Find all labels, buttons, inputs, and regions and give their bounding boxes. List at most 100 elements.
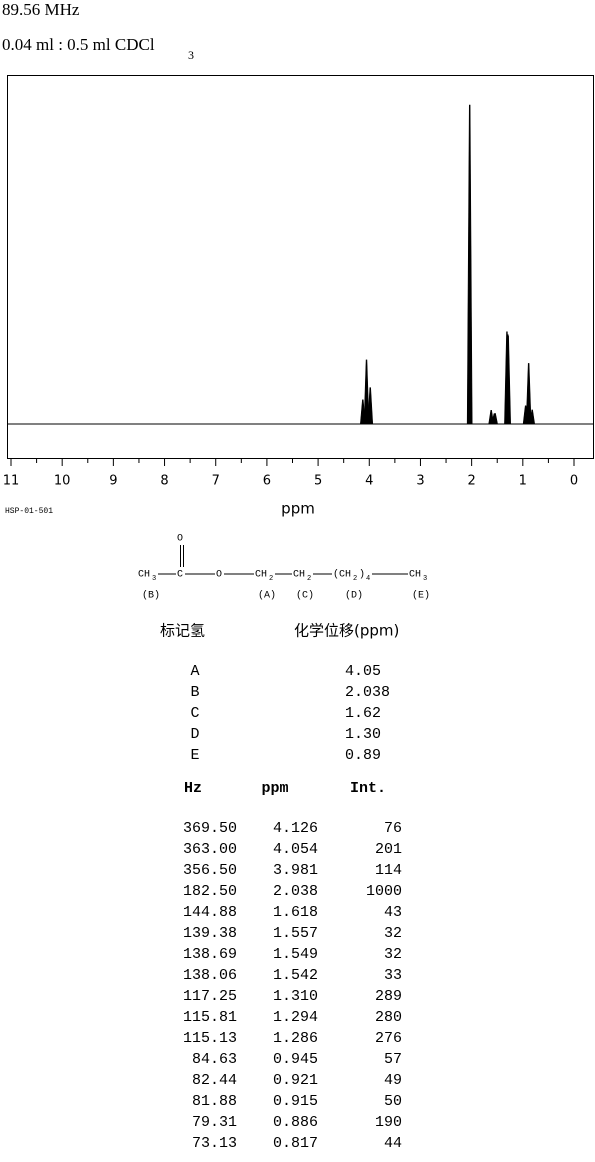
x-tick-label: 8 [160, 474, 168, 489]
peak-cell: 4.054 [273, 841, 318, 858]
peak-cell: 84.63 [192, 1051, 237, 1068]
x-tick-label: 4 [365, 474, 373, 489]
peak-cell: 57 [384, 1051, 402, 1068]
assignment-shift: 1.62 [345, 705, 381, 722]
peak-cell: 117.25 [183, 988, 237, 1005]
atom-sub: 3 [423, 575, 427, 583]
peak-cell: 1.286 [273, 1030, 318, 1047]
peak-cell: 138.06 [183, 967, 237, 984]
x-tick-label: 3 [416, 474, 424, 489]
assignment-label: E [190, 747, 199, 764]
peak [367, 387, 374, 425]
atom: ) [359, 569, 365, 581]
peak-cell: 2.038 [273, 883, 318, 900]
peak-cell: 1.310 [273, 988, 318, 1005]
assignment-shift: 2.038 [345, 684, 390, 701]
spectrum-code: HSP-01-501 [5, 507, 53, 516]
atom-sub: 2 [269, 575, 273, 583]
peak-cell: 363.00 [183, 841, 237, 858]
peak-cell: 0.915 [273, 1093, 318, 1110]
atom: CH [255, 570, 267, 581]
frequency: 89.56 MHz [2, 0, 80, 19]
assignment-shift: 1.30 [345, 726, 381, 743]
x-tick-label: 0 [570, 474, 578, 489]
assignment-shift: 4.05 [345, 663, 381, 680]
x-axis-label: ppm [281, 500, 315, 518]
peak-cell: 76 [384, 820, 402, 837]
atom: CH [138, 570, 150, 581]
peak-cell: 276 [375, 1030, 402, 1047]
peak-cell: 144.88 [183, 904, 237, 921]
assignment-header: 标记氢 [160, 622, 205, 640]
peak-cell: 1.618 [273, 904, 318, 921]
peak-cell: 32 [384, 925, 402, 942]
assignment-label: B [190, 684, 199, 701]
peak-cell: 82.44 [192, 1072, 237, 1089]
group-label: (D) [345, 590, 363, 602]
peak-cell: 32 [384, 946, 402, 963]
peak-cell: 3.981 [273, 862, 318, 879]
peak-header: ppm [261, 780, 288, 797]
peak-cell: 44 [384, 1135, 402, 1152]
peak-cell: 49 [384, 1072, 402, 1089]
assignment-label: A [190, 663, 199, 680]
x-tick-label: 1 [519, 474, 527, 489]
group-label: (C) [296, 590, 314, 602]
peak-cell: 73.13 [192, 1135, 237, 1152]
x-tick-label: 9 [109, 474, 117, 489]
atom-sub: 3 [152, 575, 156, 583]
peak-cell: 356.50 [183, 862, 237, 879]
peak-cell: 1.557 [273, 925, 318, 942]
peak-cell: 139.38 [183, 925, 237, 942]
atom-sub: 4 [366, 575, 370, 583]
structure: O CH 3 C O CH 2 CH 2 (CH 2 ) 4 CH 3 (B) … [138, 534, 430, 602]
peak-cell: 0.886 [273, 1114, 318, 1131]
peak-cell: 50 [384, 1093, 402, 1110]
peak [466, 104, 473, 425]
peak-cell: 33 [384, 967, 402, 984]
peak-cell: 4.126 [273, 820, 318, 837]
peak-cell: 115.81 [183, 1009, 237, 1026]
atom: (CH [333, 569, 351, 581]
peak-cell: 1.294 [273, 1009, 318, 1026]
x-tick-label: 2 [467, 474, 475, 489]
peak-cell: 43 [384, 904, 402, 921]
x-tick-label: 5 [314, 474, 322, 489]
peak-cell: 114 [375, 862, 402, 879]
atom-sub: 2 [307, 575, 311, 583]
x-tick-label: 10 [54, 474, 71, 489]
atom: O [216, 570, 222, 581]
peak-cell: 190 [375, 1114, 402, 1131]
peak-cell: 182.50 [183, 883, 237, 900]
atom: CH [293, 570, 305, 581]
peak [363, 359, 370, 425]
atom-sub: 2 [353, 575, 357, 583]
peak-cell: 79.31 [192, 1114, 237, 1131]
plot-frame [7, 75, 594, 459]
peak-cell: 1.549 [273, 946, 318, 963]
atom: O [177, 534, 183, 545]
peak-cell: 0.945 [273, 1051, 318, 1068]
peak-cell: 1000 [366, 883, 402, 900]
group-label: (A) [258, 590, 276, 602]
assignment-header: 化学位移(ppm) [294, 622, 399, 640]
peak-cell: 81.88 [192, 1093, 237, 1110]
peak-cell: 280 [375, 1009, 402, 1026]
peak-cell: 0.817 [273, 1135, 318, 1152]
peak-cell: 115.13 [183, 1030, 237, 1047]
x-tick-label: 11 [3, 474, 20, 489]
peak-cell: 289 [375, 988, 402, 1005]
peak [529, 409, 536, 425]
peak [505, 335, 511, 425]
peak-cell: 1.542 [273, 967, 318, 984]
peak-cell: 138.69 [183, 946, 237, 963]
assignment-shift: 0.89 [345, 747, 381, 764]
group-label: (B) [142, 590, 160, 602]
atom: CH [409, 570, 421, 581]
group-label: (E) [412, 590, 430, 602]
peak [492, 413, 498, 425]
sample-subscript: 3 [188, 48, 194, 62]
assignment-label: D [190, 726, 199, 743]
assignment-label: C [190, 705, 199, 722]
